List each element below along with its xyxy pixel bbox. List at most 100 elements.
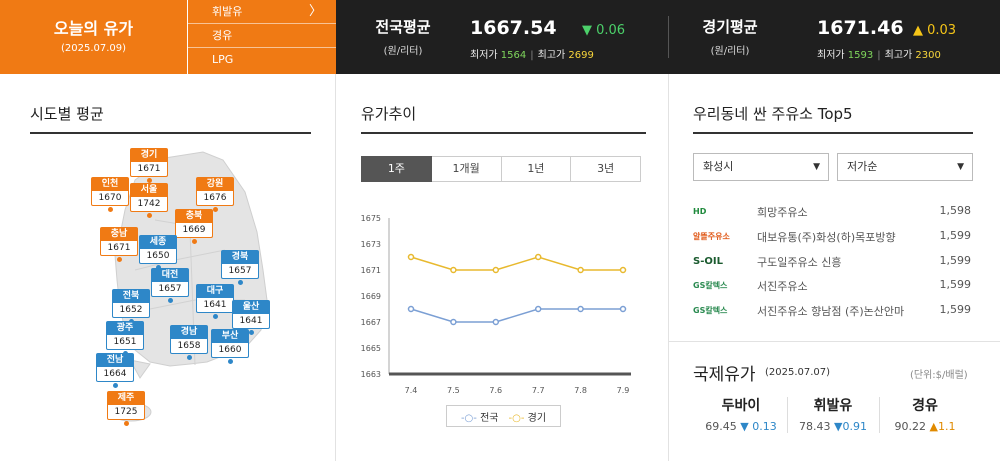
- marker-gwangju[interactable]: 광주 1651: [106, 321, 144, 356]
- national-label: 전국평균: [375, 18, 431, 36]
- data-point: [577, 305, 584, 313]
- gyeonggi-price: 1671.46: [817, 17, 904, 39]
- title-underline: [361, 132, 646, 134]
- marker-incheon[interactable]: 인천 1670: [91, 177, 129, 212]
- marker-chungbuk[interactable]: 충북 1669: [175, 209, 213, 244]
- marker-seoul[interactable]: 서울 1742: [130, 183, 168, 218]
- marker-ulsan[interactable]: 울산 1641: [232, 300, 270, 335]
- hd-brand-logo: HD: [693, 207, 707, 216]
- station-row[interactable]: 알뜰주유소 대보유통(주)화성(하)목포방향 1,599: [693, 225, 973, 249]
- y-tick-label: 1675: [361, 214, 381, 223]
- x-tick-label: 7.9: [617, 386, 630, 395]
- data-point: [407, 253, 415, 261]
- marker-jeonnam[interactable]: 전남 1664: [96, 353, 134, 388]
- section-divider: [668, 341, 1000, 342]
- y-tick-label: 1673: [361, 240, 381, 249]
- data-point: [407, 305, 415, 313]
- gs-brand-logo: GS칼텍스: [693, 281, 728, 290]
- brand-date: (2025.07.09): [60, 43, 127, 54]
- national-unit: (원/리터): [383, 46, 423, 57]
- y-tick-label: 1665: [361, 344, 381, 353]
- marker-daegu[interactable]: 대구 1641: [196, 284, 234, 319]
- period-tabs: 1주 1개월 1년 3년: [361, 156, 641, 182]
- fuel-tab-diesel[interactable]: 경유: [188, 24, 336, 48]
- caret-down-icon: ▼: [813, 162, 820, 172]
- national-price: 1667.54: [470, 17, 557, 39]
- title-underline: [693, 132, 973, 134]
- marker-gyeongbuk[interactable]: 경북 1657: [221, 250, 259, 285]
- caret-down-icon: ▼: [957, 162, 964, 172]
- station-name: 서진주유소: [757, 280, 808, 293]
- national-average: 전국평균 (원/리터) 1667.54 ▼ 0.06 최저가 1564 | 최고가 …: [358, 0, 658, 74]
- tab-3year[interactable]: 3년: [571, 156, 641, 182]
- regional-title: 시도별 평균: [30, 105, 104, 123]
- station-name: 대보유통(주)화성(하)목포방향: [757, 231, 896, 244]
- marker-gangwon[interactable]: 강원 1676: [196, 177, 234, 212]
- price-trend-chart: 1675 1673 1671 1669 1667 1665 1663 7.4 7.5 7.6 7.7…: [361, 214, 631, 395]
- data-point: [492, 318, 500, 326]
- chevron-right-icon: 〉: [308, 4, 322, 19]
- data-point: [534, 305, 542, 313]
- series-line-0: [410, 308, 623, 323]
- intl-dubai: 두바이 69.45 ▼ 0.13: [705, 398, 777, 433]
- station-row[interactable]: GS칼텍스 서진주유소 향남점 (주)논산안마 1,599: [693, 299, 973, 323]
- marker-daejeon[interactable]: 대전 1657: [151, 268, 189, 303]
- legend-national: -○- 전국: [460, 412, 499, 424]
- order-select[interactable]: 저가순 ▼: [837, 153, 973, 181]
- station-name: 구도일주유소 신흥: [757, 256, 842, 269]
- data-point: [534, 253, 542, 261]
- data-point: [492, 266, 500, 274]
- trend-title: 유가추이: [361, 105, 417, 123]
- intl-title: 국제유가: [693, 365, 756, 385]
- x-tick-label: 7.6: [489, 386, 502, 395]
- gyeonggi-minmax: 최저가 1593 | 최고가 2300: [817, 50, 941, 61]
- tab-1week[interactable]: 1주: [361, 156, 432, 182]
- station-name: 희망주유소: [757, 206, 808, 219]
- data-point: [577, 266, 584, 274]
- title-underline: [30, 132, 311, 134]
- data-point: [619, 266, 627, 274]
- station-row[interactable]: GS칼텍스 서진주유소 1,599: [693, 274, 973, 298]
- marker-sejong[interactable]: 세종 1650: [139, 235, 177, 270]
- region-select[interactable]: 화성시 ▼: [693, 153, 829, 181]
- data-point: [450, 318, 457, 326]
- series-line-1: [410, 256, 623, 271]
- y-tick-label: 1669: [361, 292, 381, 301]
- data-point: [450, 266, 457, 274]
- intl-unit: (단위:$/배럴): [910, 370, 968, 381]
- marker-jeonbuk[interactable]: 전북 1652: [112, 289, 150, 324]
- marker-busan[interactable]: 부산 1660: [211, 329, 249, 364]
- station-row[interactable]: HD 희망주유소 1,598: [693, 200, 973, 224]
- x-tick-label: 7.4: [405, 386, 418, 395]
- station-price: 1,599: [939, 254, 972, 267]
- station-price: 1,599: [939, 229, 972, 242]
- marker-gyeonggi[interactable]: 경기 1671: [130, 148, 168, 183]
- banner-divider: [668, 16, 669, 58]
- marker-chungnam[interactable]: 충남 1671: [100, 227, 138, 262]
- y-tick-label: 1671: [361, 266, 381, 275]
- data-point: [619, 305, 627, 313]
- fuel-type-nav: 휘발유 〉 경유 LPG: [187, 0, 336, 74]
- fuel-tab-gasoline[interactable]: 휘발유 〉: [188, 0, 336, 24]
- intl-divider: [879, 397, 880, 433]
- tab-1year[interactable]: 1년: [501, 156, 572, 182]
- gyeonggi-average: 경기평균 (원/리터) 1671.46 ▲ 0.03 최저가 1593 | 최고가 …: [685, 0, 985, 74]
- x-tick-label: 7.7: [532, 386, 545, 395]
- station-price: 1,599: [939, 303, 972, 316]
- panel-divider: [335, 74, 336, 461]
- gyeonggi-unit: (원/리터): [710, 46, 750, 57]
- fuel-tab-lpg[interactable]: LPG: [212, 53, 234, 66]
- soil-brand-logo: S-OIL: [693, 256, 723, 267]
- legend-gyeonggi: -○- 경기: [508, 412, 547, 424]
- station-name: 서진주유소 향남점 (주)논산안마: [757, 305, 905, 318]
- y-tick-label: 1667: [361, 318, 381, 327]
- marker-jeju[interactable]: 제주 1725: [107, 391, 145, 426]
- national-minmax: 최저가 1564 | 최고가 2699: [470, 50, 594, 61]
- gyeonggi-change: ▲ 0.03: [913, 23, 957, 38]
- y-tick-label: 1663: [361, 370, 381, 379]
- tab-1month[interactable]: 1개월: [431, 156, 502, 182]
- intl-divider: [787, 397, 788, 433]
- marker-gyeongnam[interactable]: 경남 1658: [170, 325, 208, 360]
- station-row[interactable]: S-OIL 구도일주유소 신흥 1,599: [693, 250, 973, 274]
- altteul-brand-logo: 알뜰주유소: [693, 232, 730, 241]
